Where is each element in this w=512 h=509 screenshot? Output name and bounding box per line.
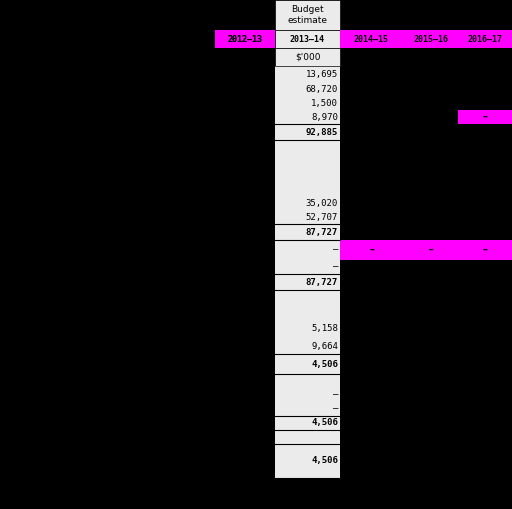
Bar (275, 140, 340, 154)
Text: 4,506: 4,506 (311, 418, 338, 428)
Bar (275, 402, 340, 416)
Bar (275, 82, 340, 96)
Bar (275, 196, 340, 210)
Bar (275, 290, 340, 304)
Text: 2015–16: 2015–16 (413, 35, 448, 43)
Bar (275, 168, 340, 182)
Text: –: – (333, 263, 338, 271)
Text: Budget
estimate: Budget estimate (288, 5, 328, 25)
Text: 4,506: 4,506 (311, 359, 338, 369)
Text: –: – (333, 245, 338, 254)
Bar (0, 0, 215, 509)
Bar (275, 30, 340, 48)
Bar (275, 388, 340, 402)
Bar (275, 340, 340, 354)
Bar (215, 30, 275, 48)
Text: –: – (483, 112, 487, 122)
Text: 68,720: 68,720 (306, 84, 338, 94)
Text: 52,707: 52,707 (306, 212, 338, 221)
Bar (215, 0, 275, 509)
Bar (275, 416, 340, 430)
Text: 87,727: 87,727 (306, 228, 338, 237)
Text: –: – (333, 405, 338, 413)
Bar (403, 30, 458, 48)
Bar (275, 154, 340, 168)
Bar (275, 224, 340, 240)
Text: 4,506: 4,506 (311, 457, 338, 466)
Bar (275, 66, 340, 82)
Text: 9,664: 9,664 (311, 343, 338, 352)
Text: $'000: $'000 (295, 52, 320, 62)
Bar (458, 30, 512, 48)
Text: 2012–13: 2012–13 (227, 35, 263, 43)
Bar (275, 240, 340, 260)
Bar (275, 374, 340, 388)
Bar (275, 260, 340, 274)
Bar (275, 444, 340, 478)
Bar (275, 274, 340, 290)
Bar (275, 96, 340, 110)
Bar (403, 240, 458, 260)
Bar (275, 110, 340, 124)
Bar (340, 30, 403, 48)
Text: 87,727: 87,727 (306, 277, 338, 287)
Text: 92,885: 92,885 (306, 127, 338, 136)
Bar (340, 0, 403, 509)
Text: 13,695: 13,695 (306, 70, 338, 78)
Bar (275, 210, 340, 224)
Bar (458, 0, 512, 509)
Text: 2013–14: 2013–14 (290, 35, 325, 43)
Text: 2016–17: 2016–17 (467, 35, 502, 43)
Text: 2014–15: 2014–15 (354, 35, 389, 43)
Bar (275, 354, 340, 374)
Bar (275, 304, 340, 318)
Text: 8,970: 8,970 (311, 112, 338, 122)
Text: 1,500: 1,500 (311, 99, 338, 107)
Bar (275, 318, 340, 340)
Bar (403, 0, 458, 509)
Bar (275, 0, 340, 30)
Bar (275, 182, 340, 196)
Bar (275, 48, 340, 66)
Text: –: – (369, 245, 374, 255)
Text: –: – (428, 245, 433, 255)
Bar (275, 430, 340, 444)
Text: 5,158: 5,158 (311, 325, 338, 333)
Bar (340, 240, 403, 260)
Bar (458, 240, 512, 260)
Text: 2012–13: 2012–13 (227, 35, 263, 43)
Text: 35,020: 35,020 (306, 199, 338, 208)
Bar (458, 110, 512, 124)
Bar (215, 30, 275, 48)
Text: –: – (483, 245, 487, 255)
Bar (275, 124, 340, 140)
Text: –: – (333, 390, 338, 400)
